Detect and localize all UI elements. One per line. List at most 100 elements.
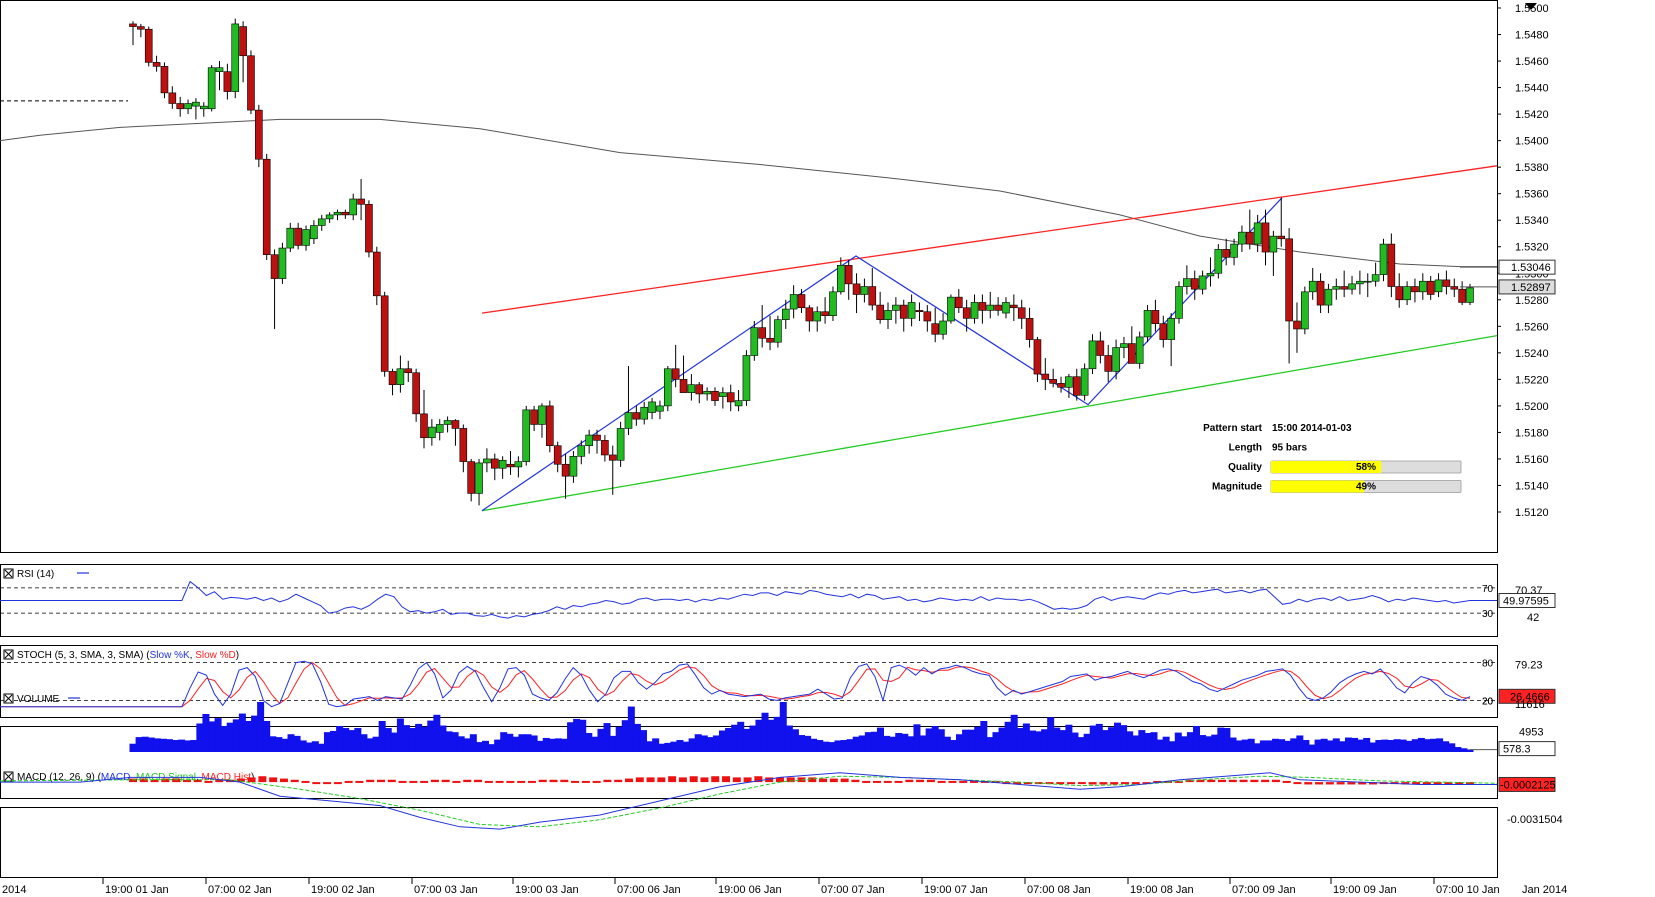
pane-close-icon [4,772,13,781]
candle-body-down [1458,288,1466,303]
macd-hist-bar [420,780,429,783]
candle [1025,307,1034,348]
candle-body-up [286,227,295,249]
volume-bar [1284,740,1292,752]
candle [459,424,468,473]
macd-hist-bar [560,779,569,783]
price-tick-label: 1.5240 [1515,348,1549,360]
candle-body-up [396,368,405,385]
candle [483,448,491,473]
volume-bar [1338,741,1346,752]
volume-bar [469,734,477,752]
candle-body-down [553,445,562,465]
candle [671,344,680,388]
candle-body-down [695,384,704,395]
macd-hist-bar [1099,782,1108,785]
candle [970,294,979,324]
candle-body-down [1395,286,1404,301]
candle-body-down [758,327,766,339]
candle [538,403,546,438]
volume-bar [1065,724,1073,752]
candle-body-down [1442,279,1451,287]
price-tick-label: 1.5460 [1515,56,1549,68]
pane-close-icon [4,650,13,659]
candle-body-down [1057,383,1065,388]
candle [255,104,263,168]
price-axis: 1.55001.54801.54601.54401.54201.54001.53… [1497,3,1549,519]
candle [1065,374,1073,398]
candle [1041,358,1050,390]
candle-body-down [1033,339,1042,375]
volume-bar [1229,737,1237,752]
volume-bar [712,735,720,752]
candle-body-down [821,311,829,317]
scroll-indicator-icon[interactable] [1525,3,1537,10]
candle-body-down [726,392,735,403]
candle [1348,275,1356,295]
volume-bar [633,723,641,752]
macd-hist-bar [851,779,860,783]
price-tick-label: 1.5180 [1515,427,1549,439]
candle-body-down [876,304,884,320]
candle-body-up [1269,235,1278,253]
candle [852,273,861,314]
candle-body-up [1238,231,1246,245]
candle [719,387,727,409]
volume-bar [1205,736,1213,752]
candle-body-down [1104,355,1113,372]
volume-bar [603,723,611,752]
volume-bar [1417,737,1425,752]
candle-body-down [144,28,153,63]
volume-bar [1047,717,1055,752]
candle-body-up [1167,318,1175,340]
macd-hist-bar [538,779,547,783]
volume-bar [816,740,824,752]
candle [325,212,334,223]
macd-hist-bar [840,778,849,783]
macd-hist-bar [463,779,472,783]
candle [302,225,310,251]
candle [1183,265,1191,295]
candle [262,153,271,260]
stoch-legend-sep: , [190,650,196,661]
volume-bar [165,739,173,752]
candle [1072,368,1081,401]
candle [1356,270,1364,295]
candle-body-down [1340,286,1348,290]
candle-body-down [412,372,420,415]
time-tick-label: 19:00 02 Jan [311,884,375,896]
macd-hist-bar [711,776,720,783]
volume-bar [244,721,252,752]
candle [404,360,413,383]
candle-body-down [923,311,932,322]
volume-bar [1211,734,1219,752]
candle-body-up [514,461,523,468]
macd-hist-bar [376,779,385,783]
candle [892,297,900,324]
candle [569,450,578,483]
candle-body-up [1308,280,1317,293]
candle-body-down [294,227,302,246]
candle [1434,273,1443,298]
stoch-k-legend: Slow %K [150,650,190,661]
volume-bar [652,738,660,752]
macd-hist-bar [1077,782,1086,785]
volume-bar [980,721,988,752]
candle-body-down [451,420,460,429]
pane-close-icon [4,694,13,703]
price-tick-label: 1.5440 [1515,83,1549,95]
volume-bar [1351,737,1359,752]
candle [333,209,342,221]
volume-bar [153,738,161,752]
candle [876,291,884,324]
candle-body-up [1253,222,1262,245]
macd-hist-bar [344,780,353,783]
candle-body-up [892,304,900,311]
candle-body-down [1190,278,1199,290]
price-tick-label: 1.5480 [1515,30,1549,42]
volume-bar [773,716,781,752]
candle-body-up [1371,274,1380,282]
macd-hist-bar [657,777,666,783]
volume-bar [457,736,465,752]
volume-bar [451,732,459,752]
